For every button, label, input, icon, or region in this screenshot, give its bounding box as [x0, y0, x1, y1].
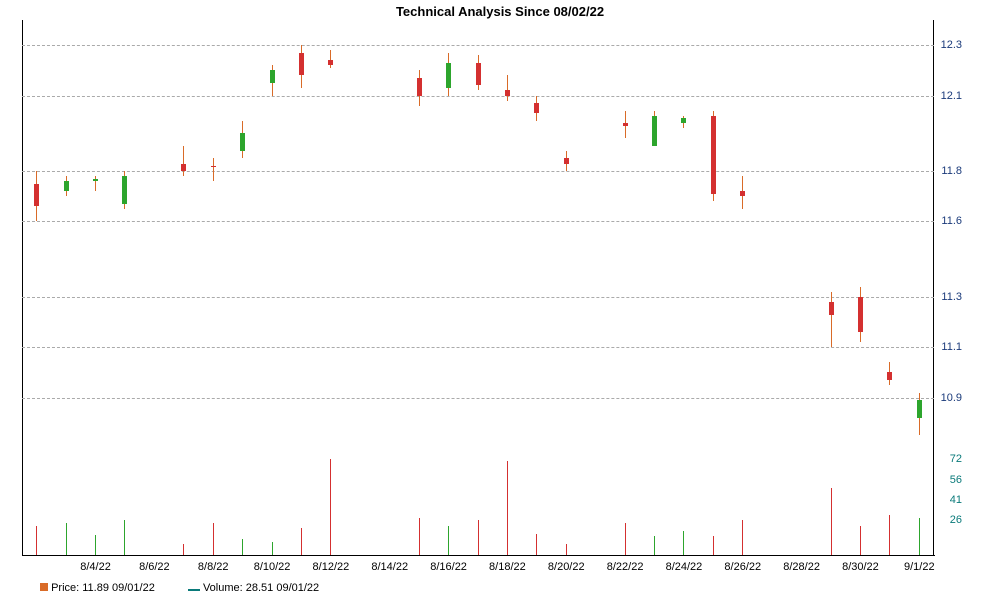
- volume-bar: [213, 523, 214, 555]
- volume-bar: [183, 544, 184, 555]
- volume-bar: [566, 544, 567, 555]
- x-tick-label: 8/18/22: [489, 561, 526, 573]
- candle-body: [711, 116, 716, 194]
- x-tick-label: 8/8/22: [198, 561, 229, 573]
- volume-tick-label: 56: [950, 474, 962, 486]
- volume-bar: [507, 461, 508, 555]
- volume-bar: [36, 526, 37, 555]
- volume-bar: [889, 515, 890, 555]
- volume-bar: [683, 531, 684, 555]
- volume-tick-label: 26: [950, 514, 962, 526]
- candle-body: [623, 123, 628, 126]
- candle-body: [446, 63, 451, 88]
- volume-bar: [742, 520, 743, 555]
- legend-price-marker-icon: [40, 583, 48, 591]
- x-tick-label: 8/16/22: [430, 561, 467, 573]
- x-tick-label: 8/12/22: [313, 561, 350, 573]
- grid-line: [22, 297, 934, 298]
- volume-bar: [919, 518, 920, 555]
- volume-bar: [124, 520, 125, 555]
- volume-bar: [330, 459, 331, 555]
- candle-wick: [183, 146, 184, 176]
- grid-line: [22, 398, 934, 399]
- legend-price: Price: 11.89 09/01/22: [40, 582, 155, 594]
- volume-bar: [625, 523, 626, 555]
- volume-bar: [242, 539, 243, 555]
- x-tick-label: 8/14/22: [371, 561, 408, 573]
- candle-body: [887, 372, 892, 380]
- volume-bar: [301, 528, 302, 555]
- candle-body: [681, 118, 686, 123]
- candle-body: [505, 90, 510, 95]
- candle-body: [829, 302, 834, 315]
- candle-body: [270, 70, 275, 83]
- volume-tick-label: 41: [950, 494, 962, 506]
- price-tick-label: 12.3: [941, 39, 962, 51]
- candle-wick: [213, 158, 214, 181]
- candle-body: [652, 116, 657, 146]
- candle-body: [240, 133, 245, 151]
- volume-bar: [860, 526, 861, 555]
- price-tick-label: 12.1: [941, 90, 962, 102]
- x-tick-label: 8/4/22: [80, 561, 111, 573]
- grid-line: [22, 45, 934, 46]
- volume-bar: [713, 536, 714, 555]
- grid-line: [22, 221, 934, 222]
- x-tick-label: 8/24/22: [666, 561, 703, 573]
- volume-bar: [448, 526, 449, 555]
- candle-body: [564, 158, 569, 163]
- volume-bar: [478, 520, 479, 555]
- candle-body: [93, 179, 98, 182]
- price-tick-label: 11.8: [941, 165, 962, 177]
- grid-line: [22, 96, 934, 97]
- volume-tick-label: 72: [950, 453, 962, 465]
- candle-body: [417, 78, 422, 96]
- x-tick-label: 8/6/22: [139, 561, 170, 573]
- x-tick-label: 8/20/22: [548, 561, 585, 573]
- volume-bar: [536, 534, 537, 555]
- x-tick-label: 8/10/22: [254, 561, 291, 573]
- grid-line: [22, 347, 934, 348]
- price-tick-label: 10.9: [941, 392, 962, 404]
- candle-body: [211, 166, 216, 167]
- candle-body: [299, 53, 304, 76]
- chart-legend: Price: 11.89 09/01/22 Volume: 28.51 09/0…: [40, 582, 349, 594]
- candle-body: [64, 181, 69, 191]
- price-tick-label: 11.6: [941, 215, 962, 227]
- candle-wick: [831, 292, 832, 347]
- plot-area: [22, 20, 935, 556]
- candle-wick: [507, 75, 508, 100]
- candle-body: [34, 184, 39, 207]
- chart-title: Technical Analysis Since 08/02/22: [0, 4, 1000, 19]
- candle-body: [122, 176, 127, 204]
- volume-bar: [95, 535, 96, 555]
- grid-line: [22, 171, 934, 172]
- x-tick-label: 8/28/22: [783, 561, 820, 573]
- price-tick-label: 11.3: [941, 291, 962, 303]
- x-tick-label: 9/1/22: [904, 561, 935, 573]
- candle-body: [476, 63, 481, 86]
- legend-volume: Volume: 28.51 09/01/22: [188, 582, 319, 594]
- x-tick-label: 8/26/22: [724, 561, 761, 573]
- legend-volume-marker-icon: [188, 589, 200, 591]
- volume-bar: [66, 523, 67, 555]
- candlestick-chart: Technical Analysis Since 08/02/22 Price:…: [0, 0, 1000, 600]
- legend-volume-label: Volume: 28.51 09/01/22: [203, 582, 319, 594]
- volume-bar: [654, 536, 655, 555]
- volume-bar: [272, 542, 273, 555]
- legend-price-label: Price: 11.89 09/01/22: [51, 582, 155, 594]
- candle-body: [917, 400, 922, 418]
- candle-body: [858, 297, 863, 332]
- x-tick-label: 8/22/22: [607, 561, 644, 573]
- candle-body: [328, 60, 333, 65]
- volume-bar: [831, 488, 832, 555]
- candle-body: [534, 103, 539, 113]
- candle-body: [740, 191, 745, 196]
- volume-bar: [419, 518, 420, 555]
- candle-body: [181, 164, 186, 172]
- x-tick-label: 8/30/22: [842, 561, 879, 573]
- price-tick-label: 11.1: [941, 341, 962, 353]
